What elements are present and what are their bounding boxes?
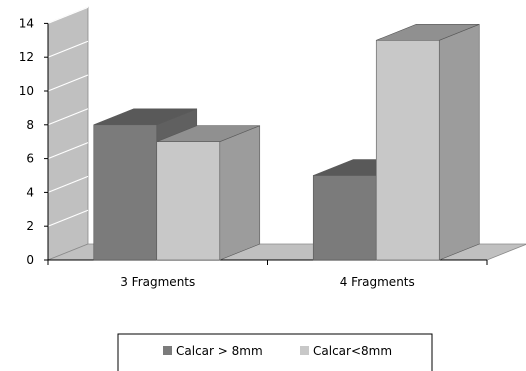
gridline (47, 142, 89, 160)
gridline (47, 40, 89, 58)
gridline (47, 74, 89, 92)
y-tick-label: 12 (19, 50, 34, 64)
bar-front (312, 175, 377, 261)
y-tick-label: 4 (26, 185, 34, 199)
y-axis-ticks: 0 2 4 6 8 10 12 14 (19, 16, 48, 267)
legend-label: Calcar<8mm (313, 344, 392, 358)
bars (93, 23, 480, 261)
y-tick-label: 2 (26, 219, 34, 233)
y-tick-label: 10 (19, 84, 34, 98)
bar-front (156, 141, 221, 261)
bar-front (93, 124, 158, 261)
gridline (47, 209, 89, 227)
gridline (47, 175, 89, 193)
y-tick-label: 14 (19, 16, 34, 30)
gridline (47, 6, 89, 24)
legend-swatch (163, 346, 172, 355)
side-wall (47, 6, 89, 261)
x-tick-label: 3 Fragments (120, 275, 195, 289)
bar-side (438, 23, 480, 261)
bar (375, 23, 480, 261)
x-axis-labels: 3 Fragments 4 Fragments (120, 275, 415, 289)
y-tick-label: 8 (26, 118, 34, 132)
legend-swatch (300, 346, 309, 355)
legend-label: Calcar > 8mm (176, 344, 263, 358)
y-tick-label: 6 (26, 152, 34, 166)
y-tick-label: 0 (26, 253, 34, 267)
bar (156, 125, 261, 261)
gridline (47, 108, 89, 126)
bar-front (375, 39, 440, 261)
legend: Calcar > 8mm Calcar<8mm (117, 333, 433, 371)
gridlines (47, 6, 89, 227)
x-tick-label: 4 Fragments (340, 275, 415, 289)
bar-side (219, 125, 261, 261)
